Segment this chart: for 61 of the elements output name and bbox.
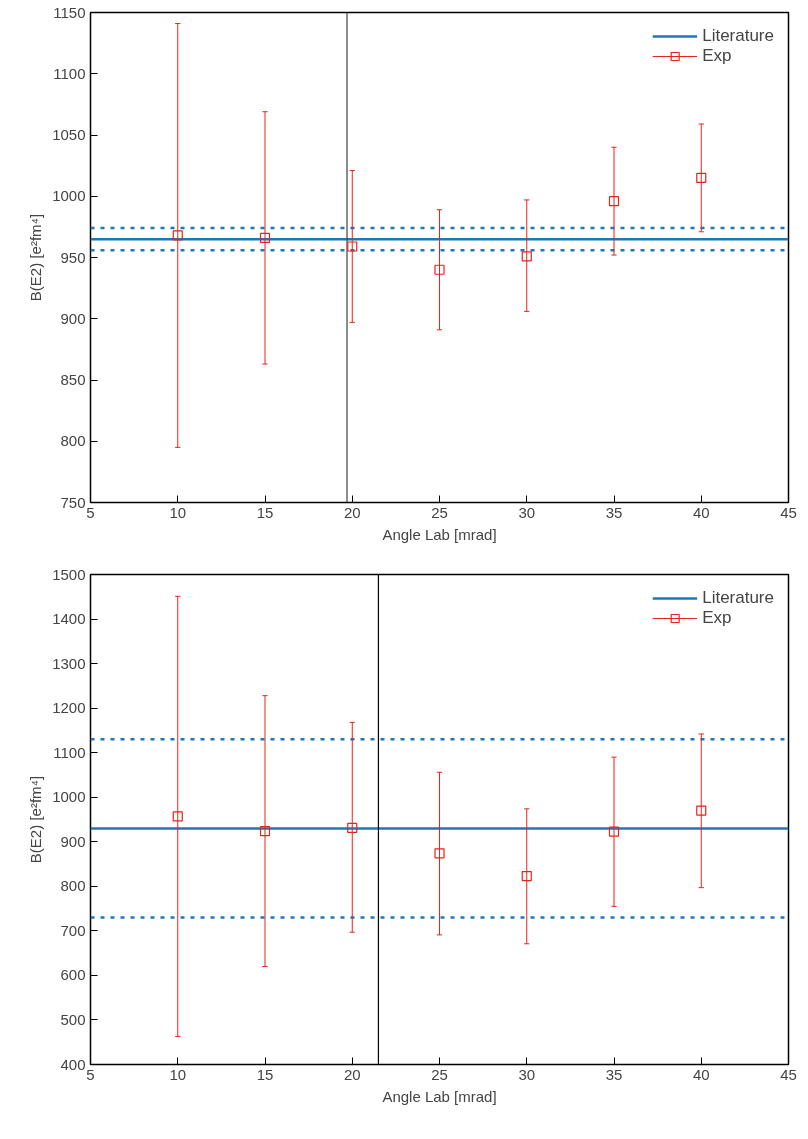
point bbox=[172, 230, 183, 241]
x-tick-label: 30 bbox=[518, 1065, 536, 1083]
point bbox=[521, 870, 532, 882]
y-tick-label: 1050 bbox=[52, 126, 86, 143]
point bbox=[347, 241, 358, 252]
x-tick-label: 10 bbox=[169, 1065, 187, 1083]
y-tick-label: 900 bbox=[60, 832, 86, 850]
x-tick-label: 45 bbox=[780, 1065, 797, 1083]
x-tick-label: 25 bbox=[431, 1065, 448, 1083]
x-tick-label: 15 bbox=[256, 503, 274, 521]
x-tick-label: 40 bbox=[692, 1065, 710, 1083]
x-tick-label: 10 bbox=[169, 503, 187, 521]
x-axis-title: Angle Lab [mrad] bbox=[382, 525, 497, 543]
point bbox=[608, 196, 620, 207]
y-tick-label: 1400 bbox=[52, 610, 86, 628]
y-tick-label: 750 bbox=[60, 493, 86, 511]
x-tick-label: 35 bbox=[605, 503, 623, 521]
x-tick-label: 25 bbox=[431, 503, 448, 521]
y-tick-label: 700 bbox=[60, 921, 86, 939]
legend-label: Literature bbox=[702, 26, 774, 46]
y-tick-label: 900 bbox=[60, 309, 86, 327]
y-tick-label: 1200 bbox=[52, 699, 86, 717]
y-tick-label: 1500 bbox=[52, 565, 86, 583]
y-tick-label: 850 bbox=[60, 371, 86, 388]
point bbox=[608, 826, 620, 837]
y-tick-label: 1100 bbox=[53, 64, 86, 82]
x-tick-label: 30 bbox=[518, 503, 536, 521]
point bbox=[434, 264, 445, 275]
y-tick-label: 1100 bbox=[53, 743, 86, 761]
y-axis-title: B(E2) [e²fm⁴] bbox=[27, 213, 45, 302]
y-tick-label: 950 bbox=[60, 248, 86, 266]
y-axis-title: B(E2) [e²fm⁴] bbox=[27, 775, 45, 864]
y-tick-label: 1000 bbox=[52, 187, 86, 205]
x-tick-label: 35 bbox=[605, 1065, 623, 1083]
y-tick-label: 400 bbox=[60, 1055, 86, 1073]
x-tick-label: 15 bbox=[256, 1065, 274, 1083]
point bbox=[172, 811, 183, 822]
point bbox=[696, 805, 707, 816]
x-tick-label: 5 bbox=[86, 1065, 95, 1083]
y-tick-label: 600 bbox=[60, 966, 86, 984]
point bbox=[434, 848, 445, 859]
legend-label: Exp bbox=[702, 608, 732, 628]
y-tick-label: 500 bbox=[60, 1010, 86, 1028]
legend-label: Exp bbox=[702, 46, 732, 66]
y-tick-label: 1150 bbox=[53, 3, 86, 21]
x-tick-label: 45 bbox=[780, 503, 797, 521]
x-tick-label: 20 bbox=[343, 503, 361, 521]
point bbox=[347, 822, 358, 834]
point bbox=[521, 251, 532, 262]
legend-label: Literature bbox=[702, 588, 774, 608]
x-tick-label: 5 bbox=[86, 503, 95, 521]
y-tick-label: 800 bbox=[60, 432, 86, 450]
y-tick-label: 1000 bbox=[52, 788, 86, 806]
y-tick-label: 1300 bbox=[52, 654, 86, 672]
y-tick-label: 800 bbox=[60, 877, 86, 895]
x-tick-label: 40 bbox=[692, 503, 710, 521]
point bbox=[259, 825, 271, 837]
x-axis-title: Angle Lab [mrad] bbox=[382, 1087, 497, 1105]
point bbox=[696, 172, 707, 183]
x-tick-label: 20 bbox=[343, 1065, 361, 1083]
point bbox=[259, 232, 271, 243]
